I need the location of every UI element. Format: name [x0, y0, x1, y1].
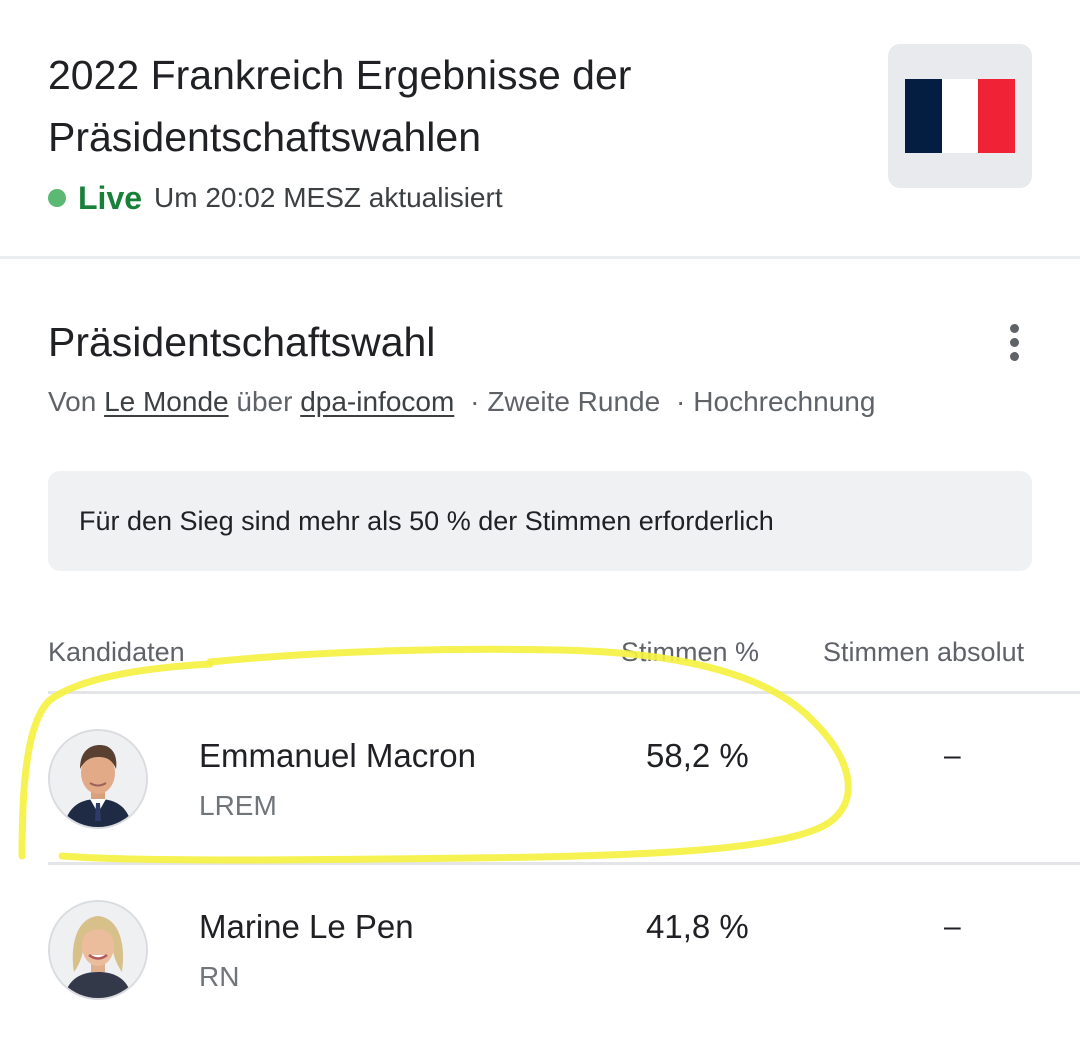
live-dot-icon: [48, 189, 66, 207]
person-portrait-icon: [50, 902, 146, 998]
info-box: Für den Sieg sind mehr als 50 % der Stim…: [48, 471, 1032, 571]
column-header-candidates: Kandidaten: [48, 637, 185, 667]
live-label: Live: [78, 179, 143, 216]
round-label: Zweite Runde: [487, 386, 661, 417]
column-header-absolute: Stimmen absolut: [823, 637, 1025, 667]
candidate-name: Marine Le Pen: [199, 908, 414, 945]
updated-timestamp: Um 20:02 MESZ aktualisiert: [154, 182, 503, 213]
flag-band-red: [978, 79, 1016, 153]
more-options-button[interactable]: [998, 324, 1030, 368]
candidate-name: Emmanuel Macron: [199, 737, 476, 774]
source-link-le-monde[interactable]: Le Monde: [104, 386, 229, 417]
more-vertical-icon: [1009, 352, 1019, 361]
column-header-percent: Stimmen %: [621, 637, 760, 667]
table-divider: [48, 691, 1080, 694]
section-divider: [0, 256, 1080, 259]
candidate-avatar-le-pen: [48, 900, 148, 1000]
flag-band-blue: [905, 79, 942, 153]
candidate-absolute: –: [944, 739, 961, 772]
candidate-party: RN: [199, 961, 240, 992]
more-vertical-icon: [1009, 324, 1019, 333]
candidate-absolute: –: [944, 910, 961, 943]
flag-band-white: [941, 79, 979, 153]
table-divider: [48, 862, 1080, 865]
live-status: Live Um 20:02 MESZ aktualisiert: [48, 178, 503, 218]
section-title: Präsidentschaftswahl: [48, 319, 436, 365]
person-portrait-icon: [50, 731, 146, 827]
candidate-party: LREM: [199, 790, 277, 821]
candidate-percent: 41,8 %: [646, 908, 749, 945]
candidate-avatar-macron: [48, 729, 148, 829]
source-prefix: Von: [48, 386, 97, 417]
source-line: Von Le Monde über dpa-infocom · Zweite Ru…: [48, 382, 875, 422]
separator: ·: [470, 386, 480, 417]
more-vertical-icon: [1009, 338, 1019, 347]
separator: ·: [675, 386, 686, 417]
source-link-dpa[interactable]: dpa-infocom: [300, 386, 455, 417]
france-flag-icon: [905, 79, 1016, 153]
source-via: über: [236, 386, 293, 417]
candidate-percent: 58,2 %: [646, 737, 749, 774]
flag-tile: [888, 44, 1032, 188]
status-label: Hochrechnung: [693, 386, 876, 417]
page-title: 2022 Frankreich Ergebnisse der Präsident…: [48, 52, 632, 160]
info-box-text: Für den Sieg sind mehr als 50 % der Stim…: [79, 505, 774, 536]
